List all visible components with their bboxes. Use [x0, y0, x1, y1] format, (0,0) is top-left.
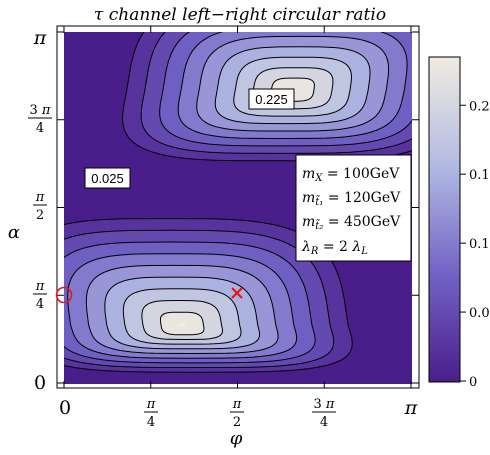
svg-text:4: 4 — [36, 297, 44, 312]
svg-text:3 π: 3 π — [314, 397, 335, 412]
svg-text:π: π — [35, 190, 45, 205]
legend-line-mx: mX = 100GeV — [302, 166, 400, 184]
chart-title: τ channel left−right circular ratio — [94, 5, 386, 25]
colorbar-tick-label: 0.15 — [469, 168, 490, 183]
x-tick-label-3pi4: 3 π 4 — [312, 397, 336, 430]
x-tick-label-pi4: π 4 — [144, 397, 158, 430]
colorbar-tick-label: 0.20 — [469, 99, 490, 114]
colorbar-tick-label: 0.05 — [469, 306, 490, 321]
legend-line-mt2: mt̃₂ = 450GeV — [302, 214, 401, 232]
y-tick-label-pi: π — [33, 27, 47, 49]
colorbar-ticks: 0 0.05 0.10 0.15 0.20 — [460, 99, 490, 390]
colorbar-tick-label: 0.10 — [469, 237, 490, 252]
svg-text:4: 4 — [320, 415, 328, 430]
svg-text:0: 0 — [34, 372, 46, 394]
svg-text:0: 0 — [59, 397, 71, 419]
svg-text:2: 2 — [233, 415, 241, 430]
contour-label-text: 0.225 — [255, 92, 288, 107]
x-tick-label-0: 0 — [59, 397, 71, 419]
circle-marker — [55, 286, 73, 304]
parameter-legend: mX = 100GeV mt̃₁ = 120GeV mt̃₂ = 450GeV … — [295, 154, 412, 262]
svg-text:π: π — [35, 279, 45, 294]
svg-text:2: 2 — [36, 208, 44, 223]
y-tick-label-pi4: π 4 — [33, 279, 47, 312]
svg-text:π: π — [146, 397, 156, 412]
legend-line-mt1: mt̃₁ = 120GeV — [302, 190, 401, 208]
cross-marker — [231, 287, 243, 299]
contour-label-text: 0.025 — [91, 171, 124, 186]
colorbar: 0 0.05 0.10 0.15 0.20 — [428, 56, 490, 390]
y-tick-label-3pi4: 3 π 4 — [28, 103, 52, 136]
contour-label-0025: 0.025 — [84, 167, 131, 189]
y-axis-label: α — [8, 222, 20, 243]
y-tick-label-0: 0 — [34, 372, 46, 394]
svg-text:4: 4 — [36, 121, 44, 136]
contour-peak — [178, 322, 187, 327]
x-tick-label-pi2: π 2 — [230, 397, 244, 430]
y-tick-label-pi2: π 2 — [33, 190, 47, 223]
x-axis-ticks — [63, 26, 412, 388]
svg-text:π: π — [232, 397, 242, 412]
svg-text:π: π — [404, 397, 418, 419]
contour-label-0225: 0.225 — [248, 88, 295, 110]
y-axis-ticks — [57, 31, 419, 384]
svg-text:3 π: 3 π — [30, 103, 51, 118]
x-axis-label: φ — [230, 428, 243, 449]
legend-line-lambda: λR = 2 λL — [301, 239, 368, 257]
x-tick-label-pi: π — [404, 397, 418, 419]
svg-text:π: π — [33, 27, 47, 49]
colorbar-gradient — [428, 56, 461, 383]
svg-text:4: 4 — [147, 415, 155, 430]
colorbar-tick-label: 0 — [469, 375, 477, 390]
